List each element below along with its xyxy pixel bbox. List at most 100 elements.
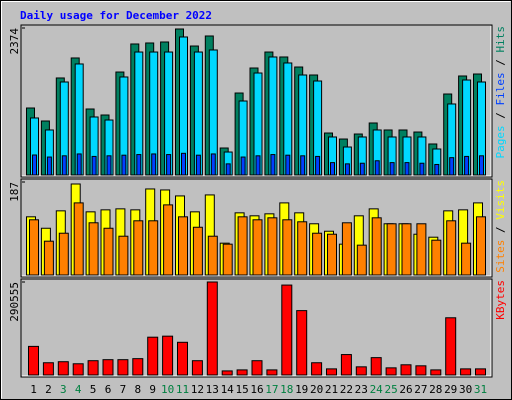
bar <box>181 152 186 176</box>
bar <box>251 360 263 376</box>
bar <box>449 157 455 176</box>
y-tick-label: 290555 <box>8 282 21 322</box>
bar <box>401 223 412 276</box>
x-tick-label: 30 <box>459 383 472 396</box>
bar <box>404 162 410 176</box>
x-tick-label: 25 <box>384 383 397 396</box>
x-tick-label: 7 <box>120 383 127 396</box>
bar <box>371 217 382 276</box>
bar <box>121 154 127 176</box>
bar <box>117 359 129 376</box>
bar <box>255 155 261 176</box>
x-tick-label: 18 <box>280 383 293 396</box>
x-tick-label: 26 <box>399 383 412 396</box>
bar <box>207 235 218 276</box>
y-tick-label: 2374 <box>8 28 21 55</box>
x-tick-label: 28 <box>429 383 442 396</box>
legend: KBytes <box>494 280 507 320</box>
bar <box>133 220 144 276</box>
bar <box>400 364 412 376</box>
bar <box>73 202 84 276</box>
x-tick-label: 1 <box>30 383 37 396</box>
bar <box>281 284 293 376</box>
bar <box>446 220 457 276</box>
bar <box>192 226 203 276</box>
bar <box>57 361 69 376</box>
bar <box>91 155 97 176</box>
x-tick-label: 5 <box>90 383 97 396</box>
bar <box>285 154 291 176</box>
bar <box>355 366 367 376</box>
bar <box>166 154 172 176</box>
bar <box>266 369 278 376</box>
x-tick-label: 16 <box>250 383 263 396</box>
legend-entry: Sites <box>494 240 507 273</box>
bar <box>76 153 82 176</box>
x-tick-label: 17 <box>265 383 278 396</box>
bar <box>118 235 129 276</box>
legend: Pages / Files / Hits <box>494 26 507 159</box>
x-tick-label: 14 <box>221 383 235 396</box>
bar <box>103 227 114 276</box>
bar <box>88 222 99 276</box>
bar <box>106 155 112 176</box>
bar <box>177 341 188 376</box>
legend-separator: / <box>494 59 507 66</box>
x-tick-label: 11 <box>176 383 189 396</box>
bar <box>341 222 352 276</box>
legend-entry: KBytes <box>494 280 507 320</box>
bar <box>385 367 397 376</box>
bar <box>61 155 67 176</box>
x-tick-label: 2 <box>45 383 52 396</box>
bar <box>163 204 174 276</box>
bar <box>340 354 352 376</box>
legend-separator: / <box>494 112 507 119</box>
x-tick-label: 19 <box>295 383 308 396</box>
bar <box>445 317 457 376</box>
x-tick-label: 23 <box>355 383 368 396</box>
x-tick-label: 4 <box>75 383 82 396</box>
x-tick-label: 3 <box>60 383 67 396</box>
bar <box>389 162 395 176</box>
bar <box>476 216 486 276</box>
bar <box>28 345 39 376</box>
legend-entry: Pages <box>494 125 507 158</box>
bar <box>315 155 321 176</box>
bar <box>311 362 323 376</box>
bar <box>162 335 174 376</box>
bar <box>87 360 99 376</box>
bar <box>330 162 335 176</box>
bar <box>431 239 442 276</box>
bar <box>195 154 201 176</box>
bar <box>464 155 470 176</box>
bar <box>326 368 337 376</box>
bar <box>46 156 52 176</box>
x-tick-label: 10 <box>161 383 174 396</box>
bar <box>356 244 367 276</box>
bar <box>461 242 472 276</box>
bar <box>151 153 157 176</box>
bar <box>32 154 37 176</box>
bar <box>296 310 308 376</box>
bar <box>102 359 114 376</box>
bar <box>132 358 144 376</box>
bar <box>147 336 159 376</box>
legend-entry: Hits <box>494 26 507 53</box>
bar <box>415 365 427 376</box>
panel-bevel <box>22 180 492 277</box>
bar <box>191 360 203 376</box>
bar <box>210 153 216 176</box>
bar <box>58 232 69 276</box>
bar <box>359 162 365 176</box>
bar <box>479 155 484 176</box>
bar <box>460 368 472 376</box>
bar <box>370 357 382 376</box>
bar <box>206 281 218 376</box>
bar <box>270 154 276 176</box>
bar <box>72 363 84 376</box>
panel-bevel <box>22 26 492 177</box>
bar <box>240 156 246 176</box>
x-tick-label: 9 <box>149 383 156 396</box>
